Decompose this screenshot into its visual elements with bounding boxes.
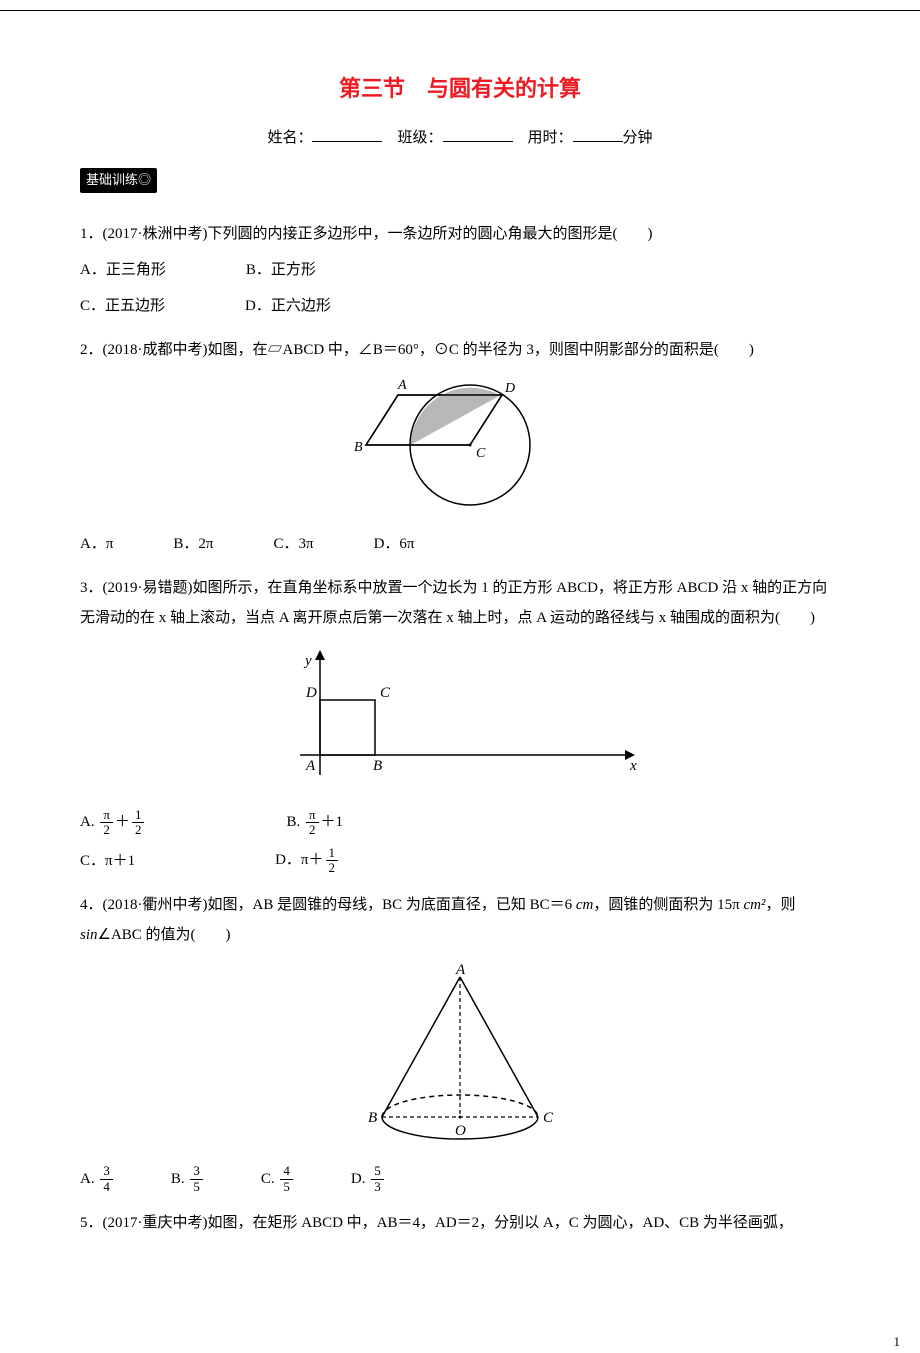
q3-d-prefix: D．π＋ xyxy=(275,852,323,868)
class-blank xyxy=(443,127,513,142)
q3-options-row2: C．π＋1 D．π＋12 xyxy=(80,845,840,875)
den: 2 xyxy=(100,823,113,837)
q1-options-row1: A．正三角形 B．正方形 xyxy=(80,255,840,285)
q3-options-row1: A. π2＋12 B. π2＋1 xyxy=(80,807,840,837)
num: 5 xyxy=(371,1164,384,1179)
question-5: 5．(2017·重庆中考)如图，在矩形 ABCD 中，AB＝4，AD＝2，分别以… xyxy=(80,1208,840,1238)
q3-opt-d: D．π＋12 xyxy=(275,845,340,875)
den: 3 xyxy=(371,1180,384,1194)
q5-stem: 5．(2017·重庆中考)如图，在矩形 ABCD 中，AB＝4，AD＝2，分别以… xyxy=(80,1208,840,1238)
q4-options: A. 34 B. 35 C. 45 D. 53 xyxy=(80,1164,840,1194)
num: 3 xyxy=(100,1164,113,1179)
frac-pi-2-b: π2 xyxy=(306,808,319,838)
q3-label-a: A xyxy=(305,758,316,774)
num: π xyxy=(306,808,319,823)
den: 5 xyxy=(280,1180,293,1194)
num: 3 xyxy=(190,1164,203,1179)
num: π xyxy=(100,808,113,823)
q3-label-c: C xyxy=(380,685,391,701)
q1-options-row2: C．正五边形 D．正六边形 xyxy=(80,291,840,321)
q4-opt-d: D. 53 xyxy=(351,1164,386,1194)
q2-label-b: B xyxy=(354,440,363,455)
page-number: 1 xyxy=(0,1332,920,1353)
time-label: 用时： xyxy=(528,130,573,146)
q4-a-prefix: A. xyxy=(80,1171,95,1187)
q2-opt-b: B．2π xyxy=(173,529,213,559)
q3-opt-c: C．π＋1 xyxy=(80,846,135,876)
frac-1-2-a: 12 xyxy=(132,808,145,838)
q3-opt-a: A. π2＋12 xyxy=(80,807,146,837)
q4-s3: ，则 xyxy=(765,897,795,913)
q4-sin: sin xyxy=(80,927,98,943)
q4-c-prefix: C. xyxy=(261,1171,275,1187)
q1-stem: 1．(2017·株洲中考)下列圆的内接正多边形中，一条边所对的圆心角最大的图形是… xyxy=(80,219,840,249)
den: 2 xyxy=(132,823,145,837)
frac-pi-2-a: π2 xyxy=(100,808,113,838)
q4-label-c: C xyxy=(543,1110,554,1126)
den: 5 xyxy=(190,1180,203,1194)
class-label: 班级： xyxy=(397,130,442,146)
q3-label-d: D xyxy=(305,685,317,701)
q4-label-a: A xyxy=(455,962,466,978)
q3-label-b: B xyxy=(373,758,382,774)
q4-opt-b: B. 35 xyxy=(171,1164,205,1194)
q4-d-prefix: D. xyxy=(351,1171,366,1187)
q4-stem: 4．(2018·衢州中考)如图，AB 是圆锥的母线，BC 为底面直径，已知 BC… xyxy=(80,890,840,950)
q1-opt-c: C．正五边形 xyxy=(80,291,165,321)
q2-stem: 2．(2018·成都中考)如图，在▱ABCD 中，∠B＝60°，⊙C 的半径为 … xyxy=(80,335,840,365)
name-blank xyxy=(312,127,382,142)
den: 2 xyxy=(306,823,319,837)
question-2: 2．(2018·成都中考)如图，在▱ABCD 中，∠B＝60°，⊙C 的半径为 … xyxy=(80,335,840,559)
q1-opt-d: D．正六边形 xyxy=(245,291,331,321)
q2-figure: A D B C xyxy=(350,377,570,517)
q4-s2: ，圆锥的侧面积为 15π xyxy=(593,897,743,913)
frac-3-4: 34 xyxy=(100,1164,113,1194)
q3-label-x: x xyxy=(629,758,637,774)
time-unit: 分钟 xyxy=(623,130,653,146)
name-label: 姓名： xyxy=(267,130,312,146)
q4-cm2: cm² xyxy=(743,897,765,913)
question-4: 4．(2018·衢州中考)如图，AB 是圆锥的母线，BC 为底面直径，已知 BC… xyxy=(80,890,840,1194)
q2-opt-a: A．π xyxy=(80,529,113,559)
q2-opt-c: C．3π xyxy=(274,529,314,559)
q4-opt-c: C. 45 xyxy=(261,1164,295,1194)
page-title: 第三节 与圆有关的计算 xyxy=(80,71,840,106)
num: 4 xyxy=(280,1164,293,1179)
q4-cm1: cm xyxy=(576,897,594,913)
q3-b-prefix: B. xyxy=(286,814,300,830)
num: 1 xyxy=(326,846,339,861)
q2-opt-d: D．6π xyxy=(374,529,415,559)
q4-label-b: B xyxy=(368,1110,377,1126)
q4-opt-a: A. 34 xyxy=(80,1164,115,1194)
info-row: 姓名： 班级： 用时： 分钟 xyxy=(80,126,840,150)
time-blank xyxy=(573,127,623,142)
q1-opt-b: B．正方形 xyxy=(246,255,316,285)
q4-b-prefix: B. xyxy=(171,1171,185,1187)
question-3: 3．(2019·易错题)如图所示，在直角坐标系中放置一个边长为 1 的正方形 A… xyxy=(80,573,840,876)
q3-opt-b: B. π2＋1 xyxy=(286,807,343,837)
section-tag: 基础训练◎ xyxy=(80,168,157,193)
q3-stem: 3．(2019·易错题)如图所示，在直角坐标系中放置一个边长为 1 的正方形 A… xyxy=(80,573,840,633)
page: 第三节 与圆有关的计算 姓名： 班级： 用时： 分钟 基础训练◎ 1．(2017·… xyxy=(0,10,920,1292)
q4-label-o: O xyxy=(455,1123,466,1139)
frac-3-5: 35 xyxy=(190,1164,203,1194)
frac-4-5: 45 xyxy=(280,1164,293,1194)
frac-1-2-d: 12 xyxy=(326,846,339,876)
q3-figure: y x D C A B xyxy=(270,645,650,795)
q4-figure: A B C O xyxy=(360,962,560,1152)
q4-s1: 4．(2018·衢州中考)如图，AB 是圆锥的母线，BC 为底面直径，已知 BC… xyxy=(80,897,576,913)
q2-label-c: C xyxy=(476,446,486,461)
q2-label-a: A xyxy=(397,378,407,393)
num: 1 xyxy=(132,808,145,823)
q2-options: A．π B．2π C．3π D．6π xyxy=(80,529,840,559)
den: 4 xyxy=(100,1180,113,1194)
q2-label-d: D xyxy=(504,381,515,396)
q1-opt-a: A．正三角形 xyxy=(80,255,166,285)
frac-5-3: 53 xyxy=(371,1164,384,1194)
q3-a-prefix: A. xyxy=(80,814,95,830)
q4-s4: ∠ABC 的值为( ) xyxy=(98,927,231,943)
den: 2 xyxy=(326,861,339,875)
question-1: 1．(2017·株洲中考)下列圆的内接正多边形中，一条边所对的圆心角最大的图形是… xyxy=(80,219,840,321)
q3-label-y: y xyxy=(303,653,312,669)
